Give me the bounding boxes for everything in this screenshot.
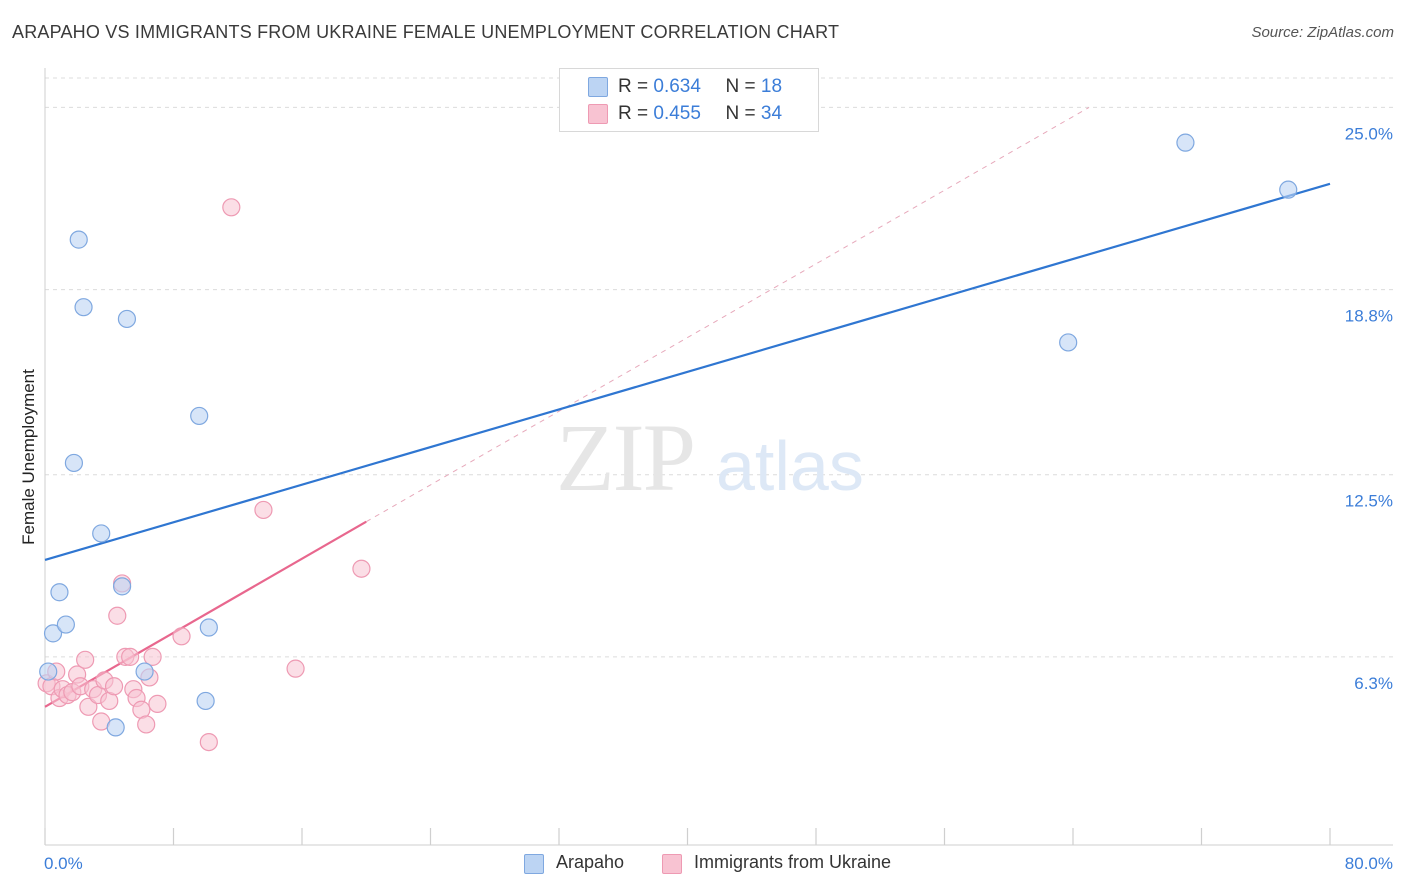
data-point-arapaho [56,615,75,634]
watermark-zip: ZIP [556,404,694,511]
y-tick-label: 12.5% [1345,492,1393,511]
legend-row-ukraine: R = 0.455 N = 34 [618,103,782,125]
legend-n-label: N = [725,76,756,97]
trend-line-ukraine-extension [366,106,1090,523]
watermark-atlas: atlas [716,427,864,505]
y-axis-label: Female Unemployment [19,369,38,545]
tick-labels: 6.3% 12.5% 18.8% 25.0% 0.0% 80.0% [44,124,1393,873]
data-point-arapaho [1176,133,1195,152]
data-point-ukraine [352,559,371,578]
data-point-ukraine [143,647,162,666]
data-point-ukraine [76,650,95,669]
data-point-ukraine [254,500,273,520]
y-tick-label: 18.8% [1345,307,1393,326]
data-point-arapaho [69,230,88,249]
data-point-arapaho [50,583,69,602]
data-point-ukraine [137,715,156,734]
data-point-arapaho [1279,180,1298,199]
data-point-ukraine [104,677,124,696]
correlation-legend: R = 0.634 N = 18 R = 0.455 N = 34 [559,68,819,132]
data-point-arapaho [1059,333,1078,352]
data-point-arapaho [112,577,132,596]
y-tick-label: 25.0% [1345,124,1393,143]
trend-line-arapaho [44,182,1331,561]
bottom-legend-label: Arapaho [556,852,625,872]
source-label: Source: ZipAtlas.com [1251,24,1394,41]
data-point-ukraine [79,697,98,716]
data-point-arapaho [43,624,63,643]
data-point-arapaho [74,298,93,317]
trend-line-ukraine [44,520,367,708]
data-point-ukraine [286,659,305,678]
data-point-arapaho [196,691,215,711]
x-tick-label: 0.0% [44,854,83,873]
grid-lines [45,77,1393,658]
legend-row-arapaho: R = 0.634 N = 18 [618,76,782,98]
data-point-ukraine [199,732,218,752]
bottom-legend-label: Immigrants from Ukraine [694,852,892,872]
data-point-arapaho [199,618,218,637]
data-point-arapaho [117,309,137,329]
data-point-ukraine [222,198,241,217]
data-point-ukraine [121,647,140,666]
legend-r-value: 0.455 [653,103,701,124]
data-point-arapaho [92,524,111,543]
legend-r-value: 0.634 [653,76,701,97]
data-point-ukraine [148,694,167,713]
data-point-ukraine [108,606,127,625]
legend-n-value: 34 [760,103,783,124]
legend-swatch-ukraine [588,104,608,124]
bottom-swatch-ukraine [662,854,682,874]
data-point-arapaho [64,453,84,473]
data-point-arapaho [39,662,58,681]
data-point-ukraine [172,627,191,646]
x-tick-label: 80.0% [1345,854,1393,873]
legend-r-label: R = [618,76,649,97]
chart-title: ARAPAHO VS IMMIGRANTS FROM UKRAINE FEMAL… [12,22,840,42]
data-point-arapaho [190,406,209,426]
bottom-swatch-arapaho [524,854,544,874]
legend-swatch-arapaho [588,77,608,97]
y-tick-label: 6.3% [1354,674,1393,693]
axes [44,68,1393,846]
data-point-arapaho [106,718,125,737]
legend-r-label: R = [618,103,649,124]
data-point-arapaho [135,662,154,681]
data-points [37,133,1298,752]
legend-n-value: 18 [760,76,783,97]
legend-n-label: N = [725,103,756,124]
